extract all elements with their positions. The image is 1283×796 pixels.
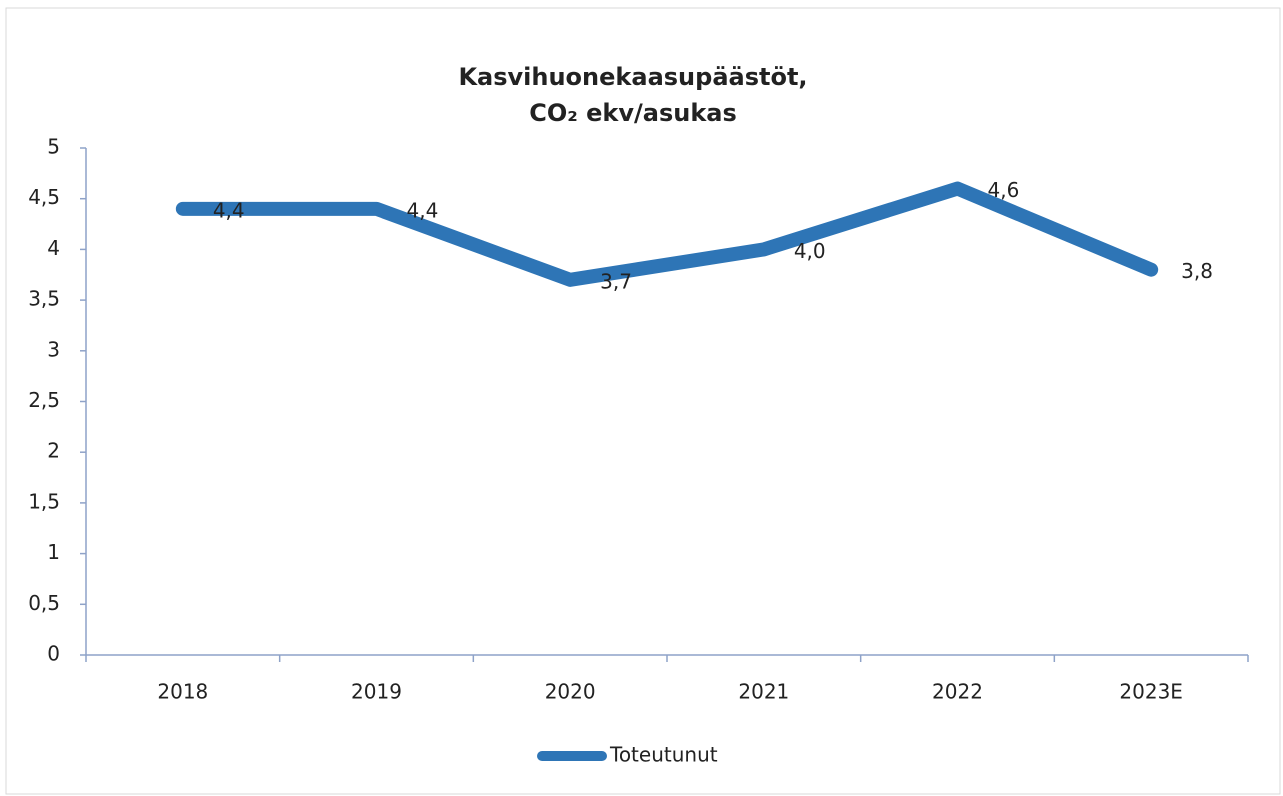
data-label: 4,4	[407, 198, 439, 222]
chart-title: Kasvihuonekaasupäästöt,	[458, 63, 807, 91]
y-tick-label: 0,5	[28, 591, 60, 615]
y-tick-label: 1,5	[28, 489, 60, 513]
x-tick-label: 2022	[932, 680, 983, 704]
y-tick-label: 3,5	[28, 287, 60, 311]
data-label: 4,4	[213, 198, 245, 222]
y-tick-label: 5	[47, 135, 60, 159]
x-tick-label: 2018	[157, 680, 208, 704]
y-tick-label: 1	[47, 540, 60, 564]
y-tick-label: 3	[47, 337, 60, 361]
y-tick-label: 4	[47, 236, 60, 260]
data-line	[175, 181, 1159, 287]
x-tick-label: 2021	[738, 680, 789, 704]
data-label: 3,7	[600, 269, 632, 293]
legend-label: Toteutunut	[609, 743, 718, 767]
y-tick-label: 2	[47, 439, 60, 463]
y-tick-label: 2,5	[28, 388, 60, 412]
chart-title: CO₂ ekv/asukas	[529, 99, 737, 127]
y-tick-label: 4,5	[28, 185, 60, 209]
x-tick-label: 2019	[351, 680, 402, 704]
data-label: 3,8	[1181, 259, 1213, 283]
data-label: 4,0	[794, 239, 826, 263]
data-label: 4,6	[988, 178, 1020, 202]
y-tick-label: 0	[47, 642, 60, 666]
x-tick-label: 2020	[545, 680, 596, 704]
x-tick-label: 2023E	[1119, 680, 1183, 704]
chart-frame	[5, 7, 1281, 795]
